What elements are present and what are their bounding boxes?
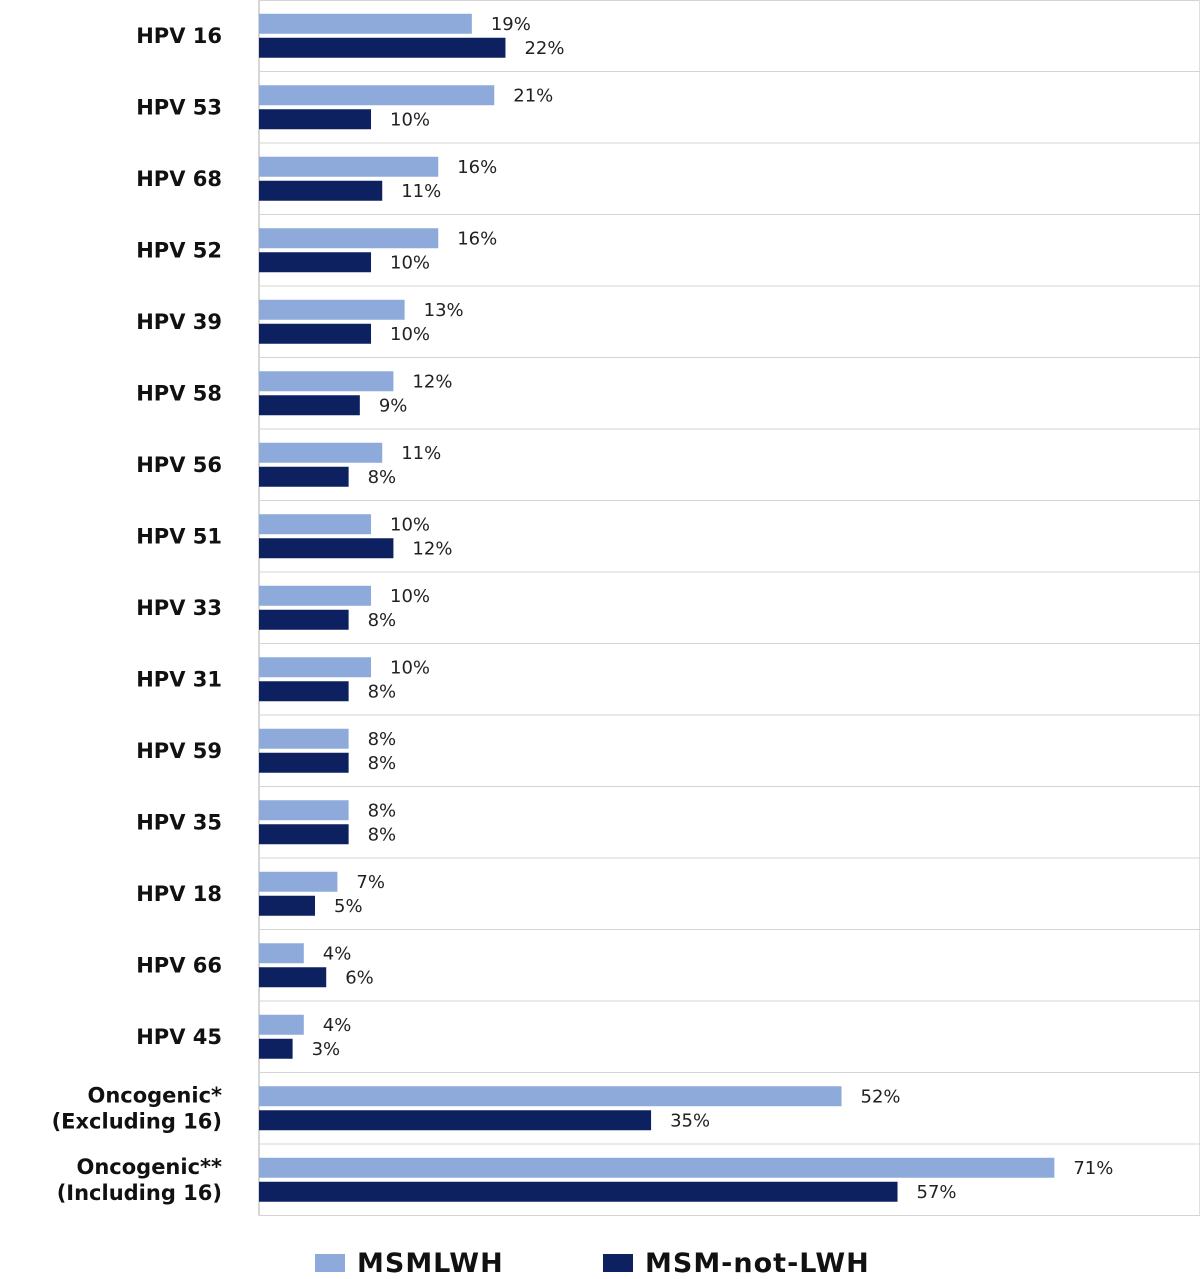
category-label: HPV 16 <box>136 24 222 48</box>
bar-msm-not-lwh <box>259 1181 898 1202</box>
bar-msmlwh <box>259 299 405 320</box>
bar-msmlwh <box>259 800 349 821</box>
bar-msmlwh <box>259 657 372 678</box>
bar-msm-not-lwh <box>259 609 349 630</box>
bar-msmlwh <box>259 943 304 964</box>
bar-msmlwh <box>259 442 383 463</box>
category-label: (Excluding 16) <box>52 1110 222 1134</box>
data-label: 8% <box>368 467 397 488</box>
bar-msm-not-lwh <box>259 967 327 988</box>
legend-label-msm-not-lwh: MSM-not-LWH <box>645 1247 870 1279</box>
bar-msm-not-lwh <box>259 681 349 702</box>
data-label: 11% <box>401 181 441 202</box>
bar-msmlwh <box>259 728 349 749</box>
data-label: 8% <box>368 753 397 774</box>
data-label: 52% <box>861 1086 901 1107</box>
data-label: 21% <box>513 85 553 106</box>
bar-msm-not-lwh <box>259 752 349 773</box>
data-label: 10% <box>390 324 430 345</box>
data-label: 11% <box>401 443 441 464</box>
bar-msmlwh <box>259 585 372 606</box>
data-label: 8% <box>368 729 397 750</box>
category-label: HPV 35 <box>136 811 222 835</box>
data-label: 22% <box>524 38 564 59</box>
bar-msm-not-lwh <box>259 395 360 416</box>
data-label: 4% <box>323 943 352 964</box>
category-label: HPV 51 <box>136 525 222 549</box>
bar-msmlwh <box>259 871 338 892</box>
category-label: HPV 39 <box>136 310 222 334</box>
data-label: 57% <box>917 1182 957 1203</box>
bar-msm-not-lwh <box>259 466 349 487</box>
category-label: HPV 18 <box>136 882 222 906</box>
category-label: Oncogenic** <box>76 1155 222 1179</box>
data-label: 6% <box>345 967 374 988</box>
legend-item-msmlwh: MSMLWH <box>315 1247 504 1279</box>
bar-msm-not-lwh <box>259 895 316 916</box>
bar-msmlwh <box>259 1014 304 1035</box>
legend: MSMLWH MSM-not-LWH <box>0 1247 1200 1279</box>
bar-msm-not-lwh <box>259 180 383 201</box>
bar-msmlwh <box>259 85 495 106</box>
data-label: 10% <box>390 514 430 535</box>
legend-item-msm-not-lwh: MSM-not-LWH <box>603 1247 870 1279</box>
data-label: 10% <box>390 252 430 273</box>
legend-swatch-msmlwh <box>315 1254 345 1272</box>
data-label: 8% <box>368 824 397 845</box>
category-label: HPV 56 <box>136 453 222 477</box>
data-label: 8% <box>368 681 397 702</box>
category-label: HPV 53 <box>136 96 222 120</box>
bar-msm-not-lwh <box>259 824 349 845</box>
data-label: 13% <box>424 300 464 321</box>
data-label: 9% <box>379 395 408 416</box>
bar-msm-not-lwh <box>259 109 372 130</box>
bar-msm-not-lwh <box>259 1110 652 1131</box>
category-label: HPV 66 <box>136 954 222 978</box>
category-label: (Including 16) <box>57 1181 222 1205</box>
legend-label-msmlwh: MSMLWH <box>357 1247 504 1279</box>
data-label: 10% <box>390 109 430 130</box>
data-label: 71% <box>1073 1158 1113 1179</box>
bar-msmlwh <box>259 13 472 34</box>
category-label: Oncogenic* <box>87 1084 222 1108</box>
legend-swatch-msm-not-lwh <box>603 1254 633 1272</box>
data-label: 5% <box>334 896 363 917</box>
category-label: HPV 52 <box>136 239 222 263</box>
category-label: HPV 31 <box>136 668 222 692</box>
data-label: 3% <box>312 1039 341 1060</box>
bar-msmlwh <box>259 1157 1055 1178</box>
category-label: HPV 59 <box>136 739 222 763</box>
data-label: 35% <box>670 1110 710 1131</box>
data-label: 10% <box>390 657 430 678</box>
bar-msmlwh <box>259 514 372 535</box>
bar-msmlwh <box>259 1086 842 1107</box>
category-label: HPV 33 <box>136 596 222 620</box>
bar-msmlwh <box>259 156 439 177</box>
bar-msmlwh <box>259 371 394 392</box>
category-label: HPV 45 <box>136 1025 222 1049</box>
data-label: 12% <box>412 538 452 559</box>
bar-msm-not-lwh <box>259 538 394 559</box>
data-label: 19% <box>491 14 531 35</box>
bar-msm-not-lwh <box>259 323 372 344</box>
bar-msm-not-lwh <box>259 252 372 273</box>
data-label: 7% <box>356 872 385 893</box>
data-label: 4% <box>323 1015 352 1036</box>
data-label: 8% <box>368 800 397 821</box>
category-label: HPV 58 <box>136 382 222 406</box>
category-label: HPV 68 <box>136 167 222 191</box>
data-label: 16% <box>457 228 497 249</box>
data-label: 16% <box>457 157 497 178</box>
bar-msm-not-lwh <box>259 37 506 58</box>
data-label: 12% <box>412 371 452 392</box>
bar-msmlwh <box>259 228 439 249</box>
bar-msm-not-lwh <box>259 1038 293 1059</box>
data-label: 8% <box>368 610 397 631</box>
data-label: 10% <box>390 586 430 607</box>
